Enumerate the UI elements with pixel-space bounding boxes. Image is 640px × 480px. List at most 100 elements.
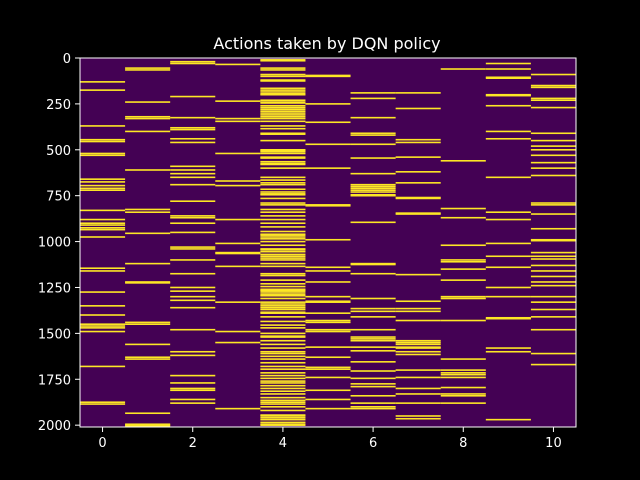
action-mark bbox=[215, 120, 261, 123]
action-mark bbox=[170, 222, 216, 225]
plot-background bbox=[80, 58, 576, 427]
x-axis: 0 2 4 6 8 10 bbox=[98, 427, 562, 451]
action-mark bbox=[80, 270, 126, 272]
action-mark bbox=[260, 265, 306, 268]
action-mark bbox=[125, 211, 171, 214]
action-mark bbox=[215, 252, 261, 255]
action-mark bbox=[260, 218, 306, 221]
action-mark bbox=[485, 350, 531, 353]
action-mark bbox=[530, 145, 576, 147]
action-mark bbox=[395, 343, 441, 346]
action-mark bbox=[305, 407, 351, 410]
action-mark bbox=[440, 297, 486, 300]
action-mark bbox=[260, 101, 306, 103]
action-mark bbox=[530, 148, 576, 151]
action-mark bbox=[260, 274, 306, 277]
action-mark bbox=[260, 92, 306, 95]
action-mark bbox=[80, 209, 126, 212]
action-mark bbox=[80, 89, 126, 91]
action-mark bbox=[530, 86, 576, 89]
action-mark bbox=[350, 377, 396, 380]
action-mark bbox=[260, 139, 306, 142]
action-mark bbox=[80, 224, 126, 226]
action-mark bbox=[395, 346, 441, 348]
action-mark bbox=[260, 406, 306, 408]
action-mark bbox=[125, 117, 171, 120]
action-mark bbox=[260, 234, 306, 236]
action-mark bbox=[260, 125, 306, 127]
action-mark bbox=[260, 350, 306, 353]
action-mark bbox=[80, 152, 126, 155]
action-mark bbox=[350, 116, 396, 119]
action-mark bbox=[395, 341, 441, 344]
action-mark bbox=[215, 301, 261, 303]
action-mark bbox=[170, 299, 216, 302]
action-mark bbox=[305, 300, 351, 303]
column-action-0 bbox=[80, 81, 126, 405]
action-mark bbox=[125, 356, 171, 359]
action-mark bbox=[170, 246, 216, 248]
action-mark bbox=[260, 106, 306, 109]
action-mark bbox=[80, 323, 126, 325]
action-mark bbox=[170, 176, 216, 179]
action-mark bbox=[80, 189, 126, 191]
action-mark bbox=[170, 328, 216, 331]
action-mark bbox=[530, 167, 576, 169]
action-mark bbox=[260, 279, 306, 281]
action-mark bbox=[530, 295, 576, 298]
action-mark bbox=[125, 69, 171, 71]
action-mark bbox=[260, 248, 306, 250]
action-mark bbox=[80, 218, 126, 221]
action-mark bbox=[125, 423, 171, 426]
action-mark bbox=[485, 62, 531, 65]
action-mark bbox=[305, 295, 351, 298]
action-mark bbox=[80, 314, 126, 316]
action-mark bbox=[530, 99, 576, 102]
column-action-10 bbox=[530, 73, 576, 366]
action-mark bbox=[260, 421, 306, 424]
action-mark bbox=[395, 376, 441, 379]
action-mark bbox=[260, 104, 306, 107]
action-mark bbox=[350, 134, 396, 136]
action-mark bbox=[170, 354, 216, 357]
action-mark bbox=[530, 270, 576, 272]
action-mark bbox=[215, 341, 261, 344]
y-tick-label: 1500 bbox=[38, 327, 71, 342]
action-mark bbox=[350, 157, 396, 159]
action-mark bbox=[350, 172, 396, 175]
action-mark bbox=[170, 216, 216, 219]
action-mark bbox=[260, 308, 306, 311]
action-mark bbox=[260, 290, 306, 292]
action-mark bbox=[395, 307, 441, 310]
action-mark bbox=[260, 112, 306, 114]
action-mark bbox=[530, 132, 576, 135]
action-mark bbox=[395, 212, 441, 214]
action-mark bbox=[260, 399, 306, 402]
action-mark bbox=[260, 176, 306, 179]
x-tick-label: 6 bbox=[369, 436, 377, 451]
action-mark bbox=[170, 398, 216, 401]
action-mark bbox=[530, 106, 576, 109]
action-mark bbox=[530, 73, 576, 76]
action-mark bbox=[350, 143, 396, 146]
action-mark bbox=[260, 240, 306, 243]
action-mark bbox=[215, 242, 261, 245]
action-mark bbox=[485, 295, 531, 298]
action-mark bbox=[125, 358, 171, 360]
action-mark bbox=[350, 297, 396, 300]
action-mark bbox=[305, 319, 351, 322]
action-mark bbox=[530, 161, 576, 164]
action-mark bbox=[260, 409, 306, 412]
action-mark bbox=[125, 424, 171, 426]
action-mark bbox=[260, 91, 306, 93]
action-mark bbox=[260, 115, 306, 118]
action-mark bbox=[530, 281, 576, 283]
column-action-5 bbox=[305, 74, 351, 410]
action-mark bbox=[260, 162, 306, 165]
x-tick-label: 0 bbox=[98, 436, 106, 451]
action-mark bbox=[260, 401, 306, 404]
action-mark bbox=[260, 292, 306, 294]
action-mark bbox=[80, 267, 126, 270]
action-mark bbox=[260, 193, 306, 195]
